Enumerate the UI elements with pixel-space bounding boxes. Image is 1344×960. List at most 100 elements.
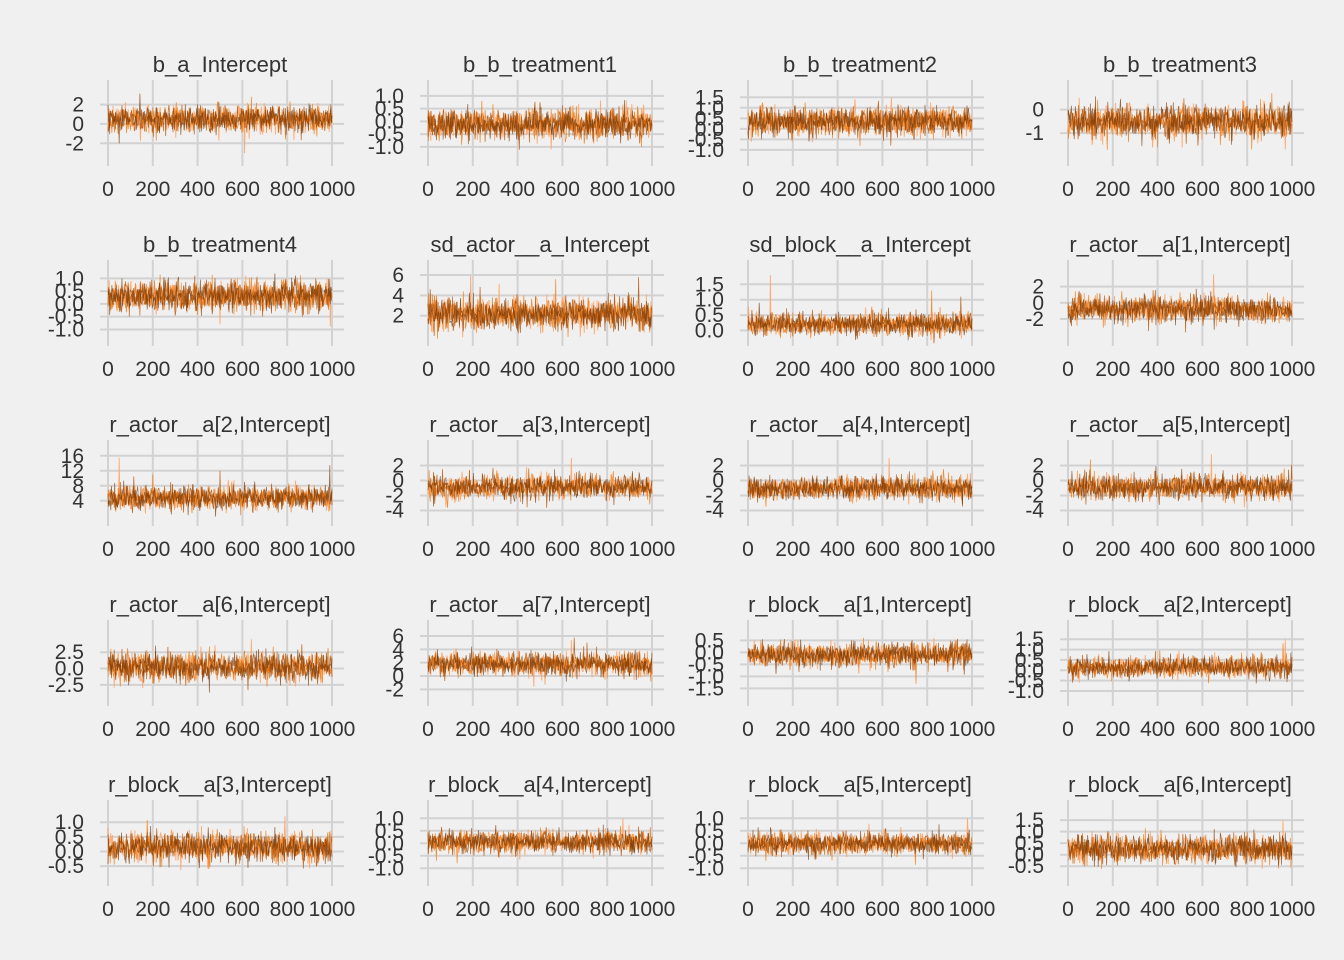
y-tick-label: -2.5 [48, 674, 84, 697]
x-tick-label: 1000 [1269, 718, 1316, 741]
x-tick-label: 0 [102, 538, 114, 561]
x-tick-label: 200 [775, 358, 810, 381]
x-tick-label: 400 [1140, 718, 1175, 741]
y-tick-label: 4 [72, 490, 84, 513]
x-tick-label: 0 [1062, 718, 1074, 741]
chain-traces [747, 275, 973, 344]
x-tick-label: 800 [590, 718, 625, 741]
x-tick-label: 800 [590, 538, 625, 561]
y-tick-label: -1.0 [1008, 680, 1044, 703]
x-tick-label: 800 [1230, 538, 1265, 561]
x-tick-label: 400 [820, 718, 855, 741]
y-tick-label: 0.5 [1015, 832, 1044, 855]
trace-panel: b_b_treatment2 -1.0-0.50.00.51.01.5 0 200 40… [688, 52, 996, 201]
x-tick-label: 600 [225, 178, 260, 201]
x-tick-label: 200 [455, 178, 490, 201]
chain-traces [427, 457, 653, 508]
panel-title: sd_actor__a_Intercept [431, 232, 650, 257]
trace-panel: r_block__a[6,Intercept] -0.50.00.51.01.5 0… [1008, 772, 1316, 921]
x-tick-label: 800 [270, 178, 305, 201]
chain-traces [107, 639, 333, 693]
y-tick-label: 2 [72, 94, 84, 117]
panel-title: b_b_treatment4 [143, 232, 297, 257]
y-tick-label: 0 [712, 470, 724, 493]
x-tick-label: 600 [225, 358, 260, 381]
trace-panel: sd_actor__a_Intercept 246 0 200 400 600 800 100… [392, 232, 675, 381]
x-tick-label: 800 [270, 898, 305, 921]
y-tick-label: -0.5 [368, 845, 404, 868]
chain-4-line [1067, 651, 1293, 684]
y-tick-label: -4 [1025, 500, 1044, 523]
y-tick-label: 2.5 [55, 641, 84, 664]
x-tick-label: 800 [270, 718, 305, 741]
chain-4-line [427, 646, 653, 682]
x-tick-label: 800 [910, 178, 945, 201]
x-tick-label: 600 [1185, 178, 1220, 201]
x-tick-label: 200 [775, 178, 810, 201]
y-tick-label: 0 [392, 470, 404, 493]
y-tick-label: 1.5 [695, 273, 724, 296]
trace-panel: b_b_treatment4 -1.0-0.50.00.51.0 0 200 400 60… [48, 232, 356, 381]
x-tick-label: 0 [742, 898, 754, 921]
y-tick-label: -0.5 [48, 855, 84, 878]
y-tick-label: 2 [392, 305, 404, 328]
y-tick-label: 1.0 [1015, 821, 1044, 844]
x-tick-label: 400 [500, 718, 535, 741]
x-tick-label: 600 [865, 538, 900, 561]
chain-4-line [107, 93, 333, 144]
panel-title: r_actor__a[6,Intercept] [109, 592, 330, 617]
x-tick-label: 200 [1095, 178, 1130, 201]
x-tick-label: 0 [422, 898, 434, 921]
x-tick-label: 800 [1230, 178, 1265, 201]
y-tick-label: 4 [392, 638, 404, 661]
y-tick-label: 1.0 [695, 97, 724, 120]
x-tick-label: 200 [1095, 358, 1130, 381]
y-tick-label: 1.0 [55, 267, 84, 290]
chain-4-line [747, 302, 973, 341]
chain-2-line [1067, 643, 1293, 684]
y-tick-label: -1.0 [688, 139, 724, 162]
chain-4-line [747, 104, 973, 142]
y-tick-label: 0.0 [375, 110, 404, 133]
panel-title: r_block__a[6,Intercept] [1068, 772, 1292, 797]
x-tick-label: 400 [180, 178, 215, 201]
x-tick-label: 200 [135, 178, 170, 201]
y-tick-label: 0.5 [695, 304, 724, 327]
y-tick-label: -2 [1025, 308, 1044, 331]
x-tick-label: 1000 [949, 358, 996, 381]
x-tick-label: 0 [742, 358, 754, 381]
y-tick-label: 0.0 [695, 641, 724, 664]
x-tick-label: 1000 [309, 898, 356, 921]
y-tick-label: -0.5 [688, 845, 724, 868]
y-tick-label: -1.0 [688, 665, 724, 688]
x-tick-label: 400 [1140, 898, 1175, 921]
panel-title: r_actor__a[5,Intercept] [1069, 412, 1290, 437]
y-tick-label: -0.5 [688, 128, 724, 151]
y-tick-label: 0.5 [695, 629, 724, 652]
y-tick-label: -0.5 [1008, 670, 1044, 693]
x-tick-label: 200 [775, 718, 810, 741]
x-tick-label: 800 [910, 358, 945, 381]
chain-3-line [1067, 831, 1293, 867]
x-tick-label: 1000 [309, 178, 356, 201]
x-tick-label: 200 [775, 538, 810, 561]
x-tick-label: 400 [820, 358, 855, 381]
x-tick-label: 600 [225, 898, 260, 921]
x-tick-label: 400 [820, 898, 855, 921]
panel-title: r_block__a[2,Intercept] [1068, 592, 1292, 617]
x-tick-label: 200 [135, 718, 170, 741]
chain-4-line [107, 273, 333, 316]
x-tick-label: 400 [1140, 178, 1175, 201]
panel-title: r_actor__a[4,Intercept] [749, 412, 970, 437]
chain-4-line [107, 465, 333, 517]
chain-4-line [747, 824, 973, 860]
panel-title: b_a_Intercept [153, 52, 288, 77]
x-tick-label: 600 [1185, 538, 1220, 561]
x-tick-label: 800 [910, 718, 945, 741]
chain-traces [1067, 639, 1293, 684]
panel-title: r_block__a[5,Intercept] [748, 772, 972, 797]
x-tick-label: 200 [775, 898, 810, 921]
